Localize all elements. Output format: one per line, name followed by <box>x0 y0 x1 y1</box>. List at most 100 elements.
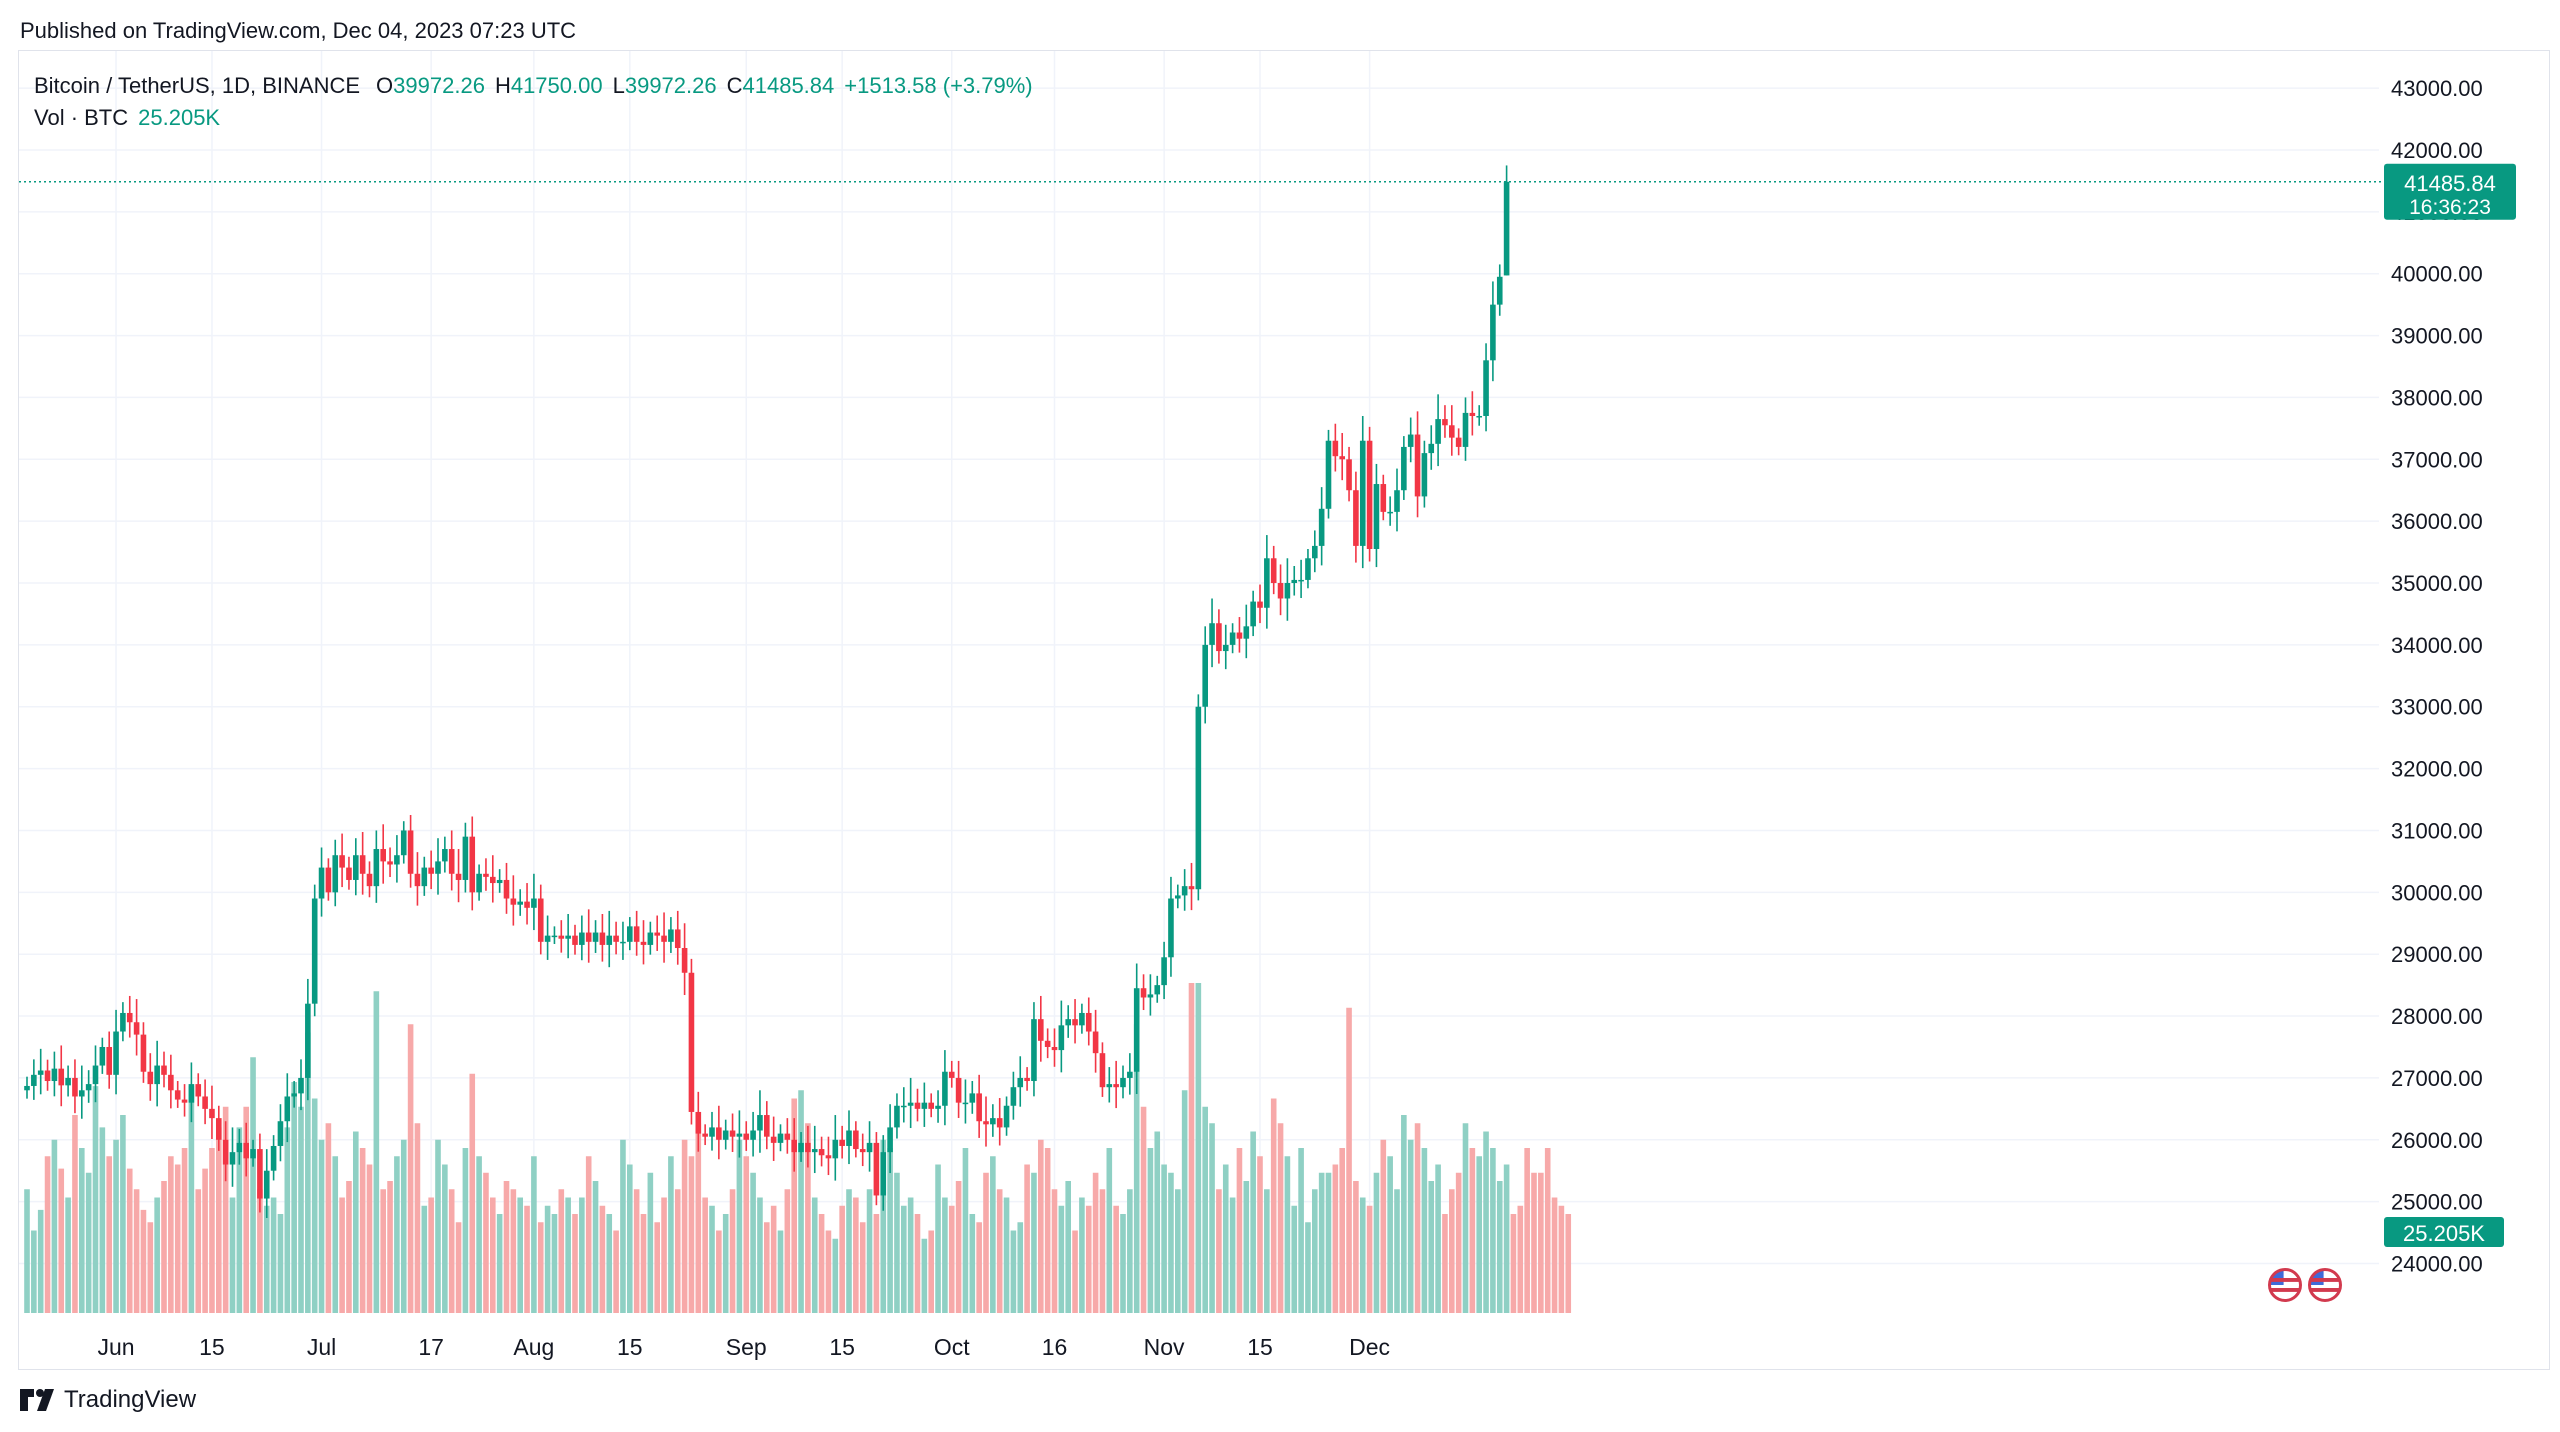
candle-body <box>188 1084 195 1103</box>
volume-bar <box>613 1230 619 1313</box>
y-tick-label: 43000.00 <box>2391 76 2483 101</box>
volume-bar <box>1209 1123 1215 1313</box>
candle-body <box>490 876 496 884</box>
volume-bar <box>1038 1139 1044 1313</box>
x-tick-label: 15 <box>829 1334 855 1360</box>
symbol-label[interactable]: Bitcoin / TetherUS, 1D, BINANCE <box>34 73 361 98</box>
x-tick-label: Nov <box>1144 1334 1185 1360</box>
candle-body <box>442 849 448 862</box>
candle-body <box>181 1099 188 1103</box>
chart-frame[interactable]: 24000.00 25000.00 26000.00 27000.00 28000.00… <box>18 50 2550 1370</box>
volume-bar <box>1435 1164 1441 1313</box>
volume-bar <box>1346 1007 1352 1313</box>
candlestick-chart[interactable]: 24000.00 25000.00 26000.00 27000.00 28000.00… <box>19 51 2551 1371</box>
candle-body <box>620 941 626 944</box>
volume-bar <box>250 1057 256 1313</box>
candle-body <box>298 1077 304 1094</box>
candle-body <box>1161 957 1167 986</box>
candle-body <box>1195 706 1202 890</box>
candle-body <box>1133 988 1140 1072</box>
volume-bar <box>1538 1172 1544 1313</box>
candle-body <box>640 941 647 945</box>
candle-body <box>990 1118 996 1125</box>
volume-bar <box>270 1197 277 1313</box>
candle-body <box>654 932 660 936</box>
volume-bar <box>647 1172 654 1313</box>
volume-bar <box>1065 1181 1071 1313</box>
x-tick-label: Oct <box>934 1334 970 1360</box>
candle-body <box>1113 1084 1119 1088</box>
candle-body <box>627 926 633 942</box>
y-tick-label: 38000.00 <box>2391 385 2483 410</box>
countdown-label: 16:36:23 <box>2409 196 2491 219</box>
volume-bar <box>572 1214 578 1313</box>
candle-body <box>606 935 613 945</box>
volume-bar <box>51 1139 58 1313</box>
event-markers[interactable] <box>2268 1268 2342 1302</box>
candle-body <box>1222 644 1229 652</box>
volume-bar <box>490 1197 496 1313</box>
volume-bar <box>92 1086 99 1313</box>
volume-bar <box>1469 1148 1476 1313</box>
y-tick-label: 39000.00 <box>2391 324 2483 349</box>
candle-body <box>216 1118 222 1140</box>
volume-bar <box>606 1214 613 1313</box>
us-flag-icon[interactable] <box>2268 1268 2302 1302</box>
candle-body <box>1202 644 1208 707</box>
candle-body <box>469 836 476 893</box>
volume-bar <box>1003 1197 1010 1313</box>
y-tick-label: 42000.00 <box>2391 138 2483 163</box>
candle-body <box>907 1102 914 1106</box>
volume-label[interactable]: Vol · BTC <box>34 105 129 130</box>
high-value: 41750.00 <box>510 73 603 98</box>
candle-body <box>811 1149 818 1153</box>
volume-bar <box>1270 1098 1277 1313</box>
candle-body <box>421 867 428 887</box>
candle-body <box>510 898 517 905</box>
volume-bar <box>743 1156 750 1313</box>
candle-body <box>373 849 380 887</box>
volume-bar <box>168 1156 174 1313</box>
volume-bar <box>147 1222 154 1313</box>
candle-body <box>1003 1105 1010 1128</box>
volume-bar <box>455 1222 462 1313</box>
us-flag-icon[interactable] <box>2308 1268 2342 1302</box>
volume-bar <box>311 1098 318 1313</box>
candle-body <box>935 1105 941 1109</box>
candle-body <box>969 1093 976 1103</box>
candle-body <box>1188 886 1195 890</box>
volume-bar <box>1551 1197 1558 1313</box>
volume-bar <box>44 1156 51 1313</box>
candle-body <box>832 1139 839 1159</box>
volume-bar <box>65 1197 71 1313</box>
candle-body <box>736 1133 743 1137</box>
volume-tag-label: 25.205K <box>2403 1221 2485 1246</box>
volume-bar <box>1264 1189 1270 1313</box>
volume-bar <box>702 1197 708 1313</box>
volume-bar <box>976 1222 982 1313</box>
low-label: L <box>612 73 625 98</box>
candle-body <box>387 861 393 865</box>
candle-body <box>58 1068 65 1086</box>
candle-body <box>613 935 619 942</box>
y-tick-label: 24000.00 <box>2391 1252 2483 1277</box>
volume-bar <box>243 1106 249 1313</box>
volume-bar <box>1524 1148 1530 1313</box>
candle-body <box>921 1102 928 1109</box>
candle-body <box>1017 1077 1024 1088</box>
candle-body <box>859 1149 866 1153</box>
volume-bar <box>291 1082 297 1313</box>
candle-body <box>1181 886 1188 896</box>
volume-bar <box>229 1197 236 1313</box>
volume-bar <box>209 1148 215 1313</box>
y-tick-label: 35000.00 <box>2391 571 2483 596</box>
candle-body <box>366 873 373 887</box>
y-tick-label: 28000.00 <box>2391 1004 2483 1029</box>
volume-bar <box>1312 1189 1318 1313</box>
candle-body <box>1380 484 1387 512</box>
volume-bar <box>524 1205 530 1313</box>
y-tick-label: 37000.00 <box>2391 447 2483 472</box>
volume-bar <box>907 1197 914 1313</box>
tradingview-logo[interactable]: TradingView <box>20 1386 196 1414</box>
candle-body <box>688 972 695 1112</box>
